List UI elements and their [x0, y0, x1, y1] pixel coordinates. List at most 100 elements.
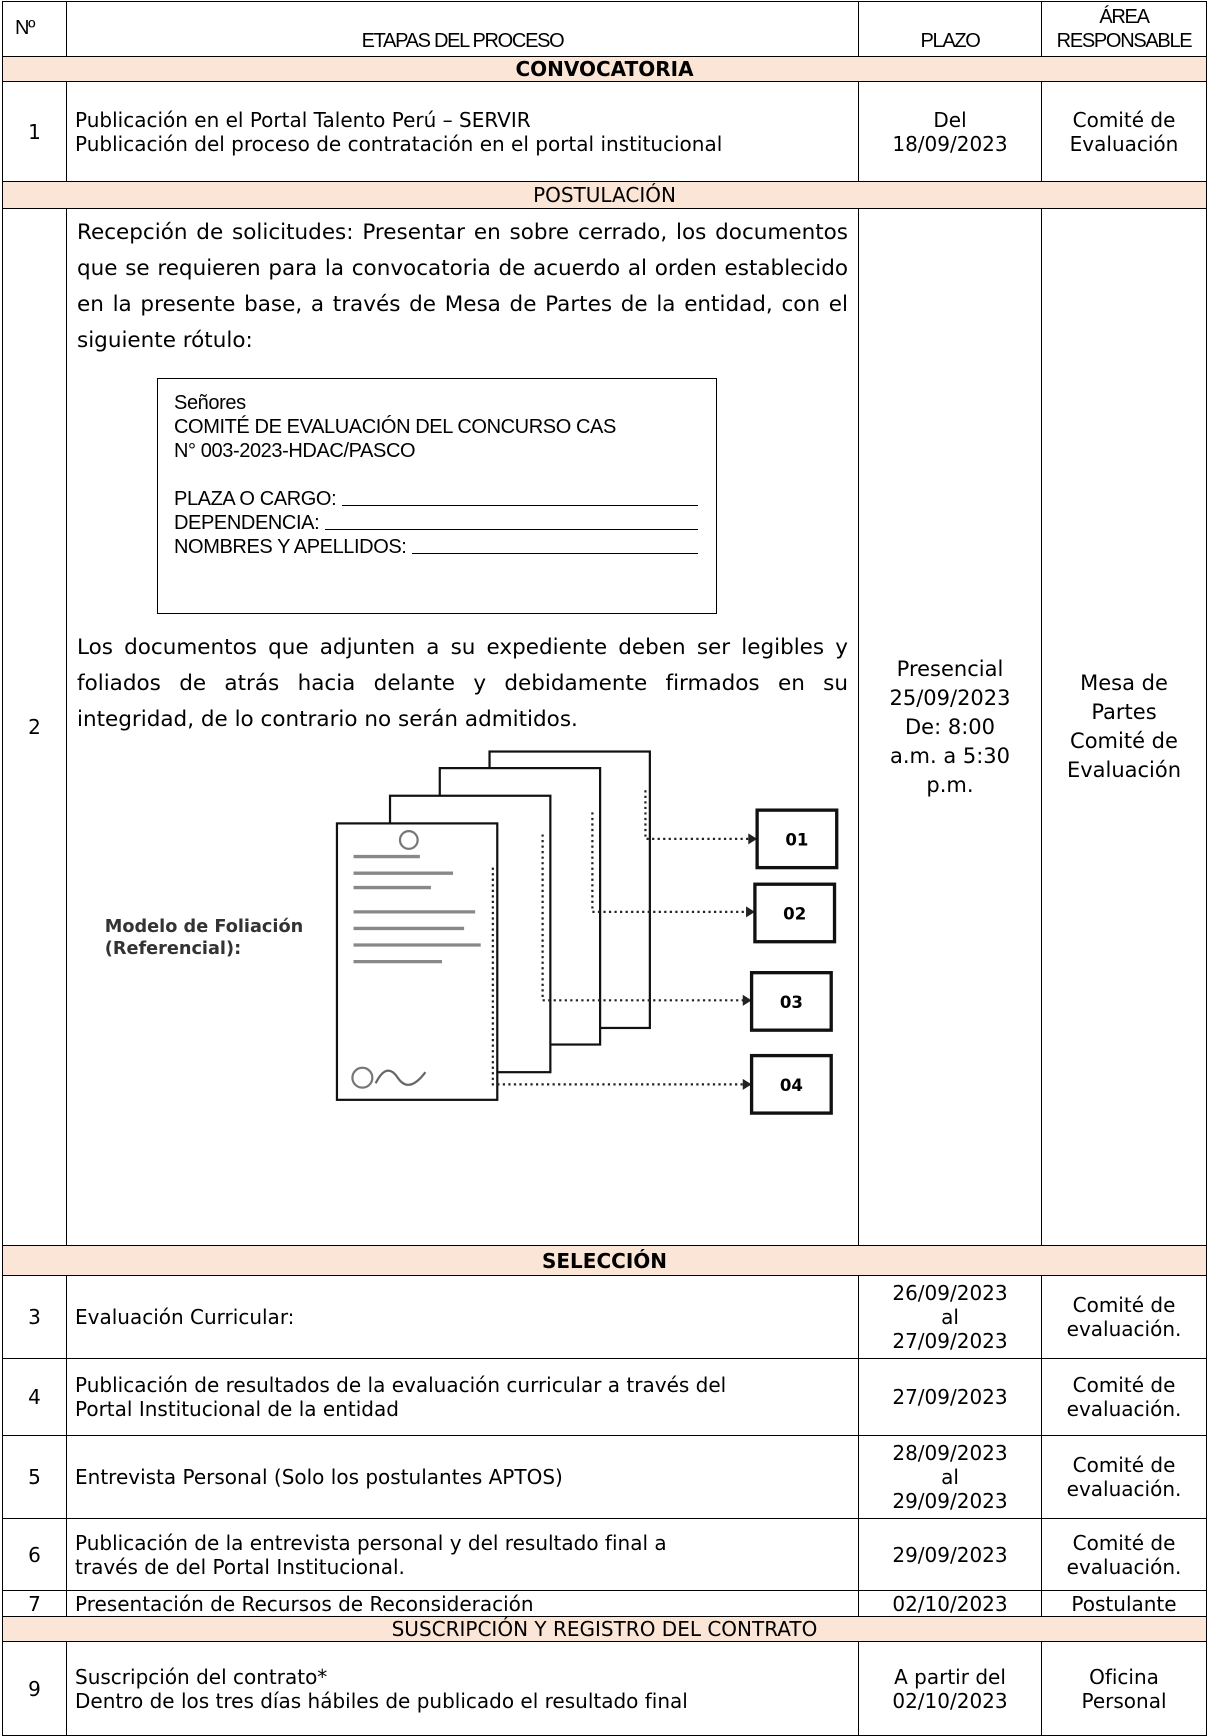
area-line: Evaluación [1066, 758, 1182, 782]
page-seal [398, 830, 419, 850]
table-row: 3 Evaluación Curricular: 26/09/2023 al 27/09… [2, 1275, 1207, 1359]
folio-connector [491, 867, 745, 1086]
area-cell: Comité de evaluación. [1041, 1275, 1207, 1359]
area-cell: Comité de evaluación. [1041, 1358, 1207, 1436]
stage-cell: Publicación de la entrevista personal y … [66, 1518, 859, 1591]
label-gap [174, 463, 700, 487]
area-cell: Comité de evaluación. [1041, 1518, 1207, 1591]
label-box: Señores COMITÉ DE EVALUACIÓN DEL CONCURSO… [157, 378, 717, 614]
stage-cell: Publicación de resultados de la evaluaci… [66, 1358, 859, 1436]
stage-line: través de del Portal Institucional. [75, 1554, 405, 1579]
label-field-blank [412, 535, 698, 554]
row-number: 4 [2, 1358, 67, 1436]
label-field-name: PLAZA O CARGO: [174, 488, 337, 510]
term-line: 25/09/2023 [889, 685, 1011, 710]
header-term: PLAZO [858, 1, 1042, 57]
stage-cell: Evaluación Curricular: [66, 1275, 859, 1359]
folio-number: 01 [785, 831, 808, 850]
area-line: evaluación. [1066, 1317, 1182, 1341]
term-cell: 02/10/2023 [858, 1590, 1042, 1617]
term-line: 02/10/2023 [892, 1688, 1008, 1713]
term-cell: 29/09/2023 [858, 1518, 1042, 1591]
table-row: 9 Suscripción del contrato* Dentro de los … [2, 1641, 1207, 1736]
term-line: 29/09/2023 [892, 1542, 1008, 1567]
term-line: 29/09/2023 [892, 1489, 1008, 1513]
term-cell: 26/09/2023 al 27/09/2023 [858, 1275, 1042, 1359]
area-cell: Comité de evaluación. [1041, 1435, 1207, 1519]
header-area: ÁREA RESPONSABLE [1041, 1, 1207, 57]
folio-connector [541, 834, 745, 1002]
area-line: Comité de [1072, 1530, 1176, 1555]
term-cell: 27/09/2023 [858, 1358, 1042, 1436]
term-line: 18/09/2023 [892, 131, 1008, 156]
term-line: De: 8:00 [905, 714, 995, 739]
row-number: 2 [2, 208, 67, 1246]
label-field-blank [342, 487, 698, 506]
term-line: 26/09/2023 [892, 1281, 1008, 1305]
label-line: N° 003-2023-HDAC/PASCO [174, 440, 416, 462]
row-number: 9 [2, 1641, 67, 1736]
page-signature [374, 1069, 427, 1086]
section-title: CONVOCATORIA [2, 56, 1207, 82]
stage-line: Publicación del proceso de contratación … [75, 131, 723, 156]
area-line: Oficina [1089, 1664, 1159, 1689]
area-line: Comité de [1072, 1293, 1176, 1317]
area-line: Personal [1081, 1688, 1167, 1713]
section-title: SUSCRIPCIÓN Y REGISTRO DEL CONTRATO [2, 1616, 1207, 1642]
term-line: 27/09/2023 [892, 1329, 1008, 1353]
folio-connector [591, 812, 749, 913]
table-row: Nº ETAPAS DEL PROCESO PLAZO ÁREA RESPONSABLE [2, 1, 1207, 57]
stage-line: Suscripción del contrato* [75, 1664, 328, 1689]
page-stamp [351, 1066, 374, 1089]
term-line: al [941, 1465, 959, 1489]
table-row: 5 Entrevista Personal (Solo los postulant… [2, 1435, 1207, 1519]
area-line: Partes [1091, 700, 1157, 724]
term-cell: Del 18/09/2023 [858, 81, 1042, 182]
folio-arrowhead [742, 994, 752, 1006]
header-area-line: RESPONSABLE [1056, 30, 1193, 52]
folio-box [753, 882, 837, 944]
area-cell: Postulante [1041, 1590, 1207, 1617]
stage-cell: Presentación de Recursos de Reconsiderac… [66, 1590, 859, 1617]
folio-arrowhead [742, 1078, 752, 1090]
area-line: Comité de [1072, 107, 1176, 132]
label-field: PLAZA O CARGO: [174, 487, 700, 511]
stage-line: Dentro de los tres días hábiles de publi… [75, 1688, 688, 1713]
term-line: a.m. a 5:30 [889, 743, 1011, 768]
label-field-name: NOMBRES Y APELLIDOS: [174, 536, 407, 558]
row-number: 6 [2, 1518, 67, 1591]
area-line: Comité de [1072, 1373, 1176, 1397]
label-field-name: DEPENDENCIA: [174, 512, 320, 534]
table-row: POSTULACIÓN [2, 181, 1207, 209]
stage-cell: Entrevista Personal (Solo los postulante… [66, 1435, 859, 1519]
stage-line: Entrevista Personal (Solo los postulante… [75, 1465, 563, 1489]
stage-note: Los documentos que adjunten a su expedie… [77, 635, 848, 732]
area-line: Evaluación [1069, 131, 1179, 156]
figure-caption: (Referencial): [105, 939, 241, 959]
row-number: 7 [2, 1590, 67, 1617]
header-number: Nº [2, 1, 67, 57]
folio-box [755, 808, 839, 870]
stage-line: Publicación de la entrevista personal y … [75, 1530, 667, 1555]
stage-line: Portal Institucional de la entidad [75, 1397, 399, 1421]
section-title: SELECCIÓN [2, 1245, 1207, 1276]
term-line: Presencial [896, 656, 1004, 681]
label-field: NOMBRES Y APELLIDOS: [174, 535, 700, 559]
folio-connector [644, 790, 751, 840]
folio-number: 03 [780, 993, 803, 1012]
area-cell: Comité de Evaluación [1041, 81, 1207, 182]
header-stage: ETAPAS DEL PROCESO [66, 1, 859, 57]
table-row: SUSCRIPCIÓN Y REGISTRO DEL CONTRATO [2, 1616, 1207, 1642]
figure-caption: Modelo de Foliación [105, 917, 303, 937]
table-row: 1 Publicación en el Portal Talento Perú –… [2, 81, 1207, 182]
table-row: CONVOCATORIA [2, 56, 1207, 82]
stage-intro: Recepción de solicitudes: Presentar en s… [77, 220, 848, 353]
folio-box [749, 1053, 833, 1115]
term-line: A partir del [894, 1664, 1006, 1689]
stage-cell: Suscripción del contrato* Dentro de los t… [66, 1641, 859, 1736]
table-row: 7 Presentación de Recursos de Reconsidera… [2, 1590, 1207, 1617]
header-area-line: ÁREA [1099, 6, 1150, 28]
stage-cell: Recepción de solicitudes: Presentar en s… [66, 208, 859, 1246]
